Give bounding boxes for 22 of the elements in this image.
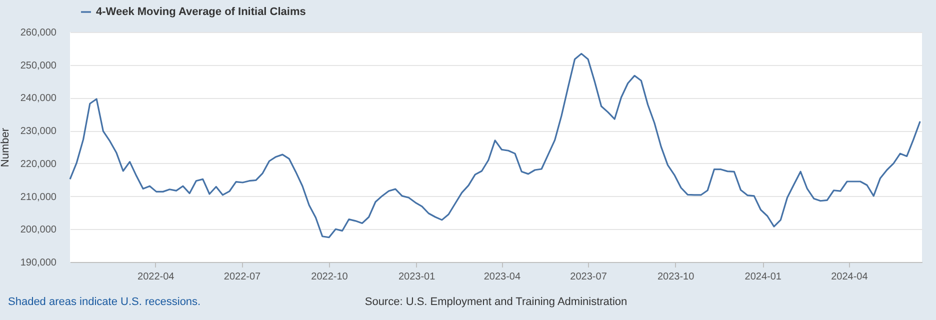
x-tick-label: 2022-04 [138, 272, 175, 282]
x-tick-label: 2022-07 [224, 272, 262, 282]
y-axis-title: Number [0, 128, 12, 168]
y-tick-label: 260,000 [20, 28, 57, 38]
x-tick-label: 2023-07 [570, 272, 608, 282]
x-tick-label: 2023-04 [484, 272, 521, 282]
text: Shaded areas indicate U.S. recessions. [8, 296, 201, 308]
x-tick-label: 2024-01 [744, 272, 782, 282]
legend-label: 4-Week Moving Average of Initial Claims [96, 6, 306, 18]
x-tick-label: 2024-04 [831, 272, 868, 282]
source-note: Source: U.S. Employment and Training Administration [364, 296, 628, 308]
y-tick-label: 250,000 [20, 60, 57, 72]
y-tick-label: 240,000 [20, 93, 57, 104]
x-tick-label: 2023-01 [398, 272, 436, 282]
x-tick-label: 2023-10 [657, 272, 695, 282]
y-tick-label: 190,000 [20, 258, 57, 268]
y-tick-label: 220,000 [20, 158, 57, 170]
y-tick-label: 200,000 [20, 224, 57, 236]
x-tick-label: 2022-10 [311, 272, 348, 282]
y-tick-label: 230,000 [20, 126, 57, 138]
line-series [69, 52, 921, 238]
y-tick-label: 210,000 [20, 192, 57, 203]
